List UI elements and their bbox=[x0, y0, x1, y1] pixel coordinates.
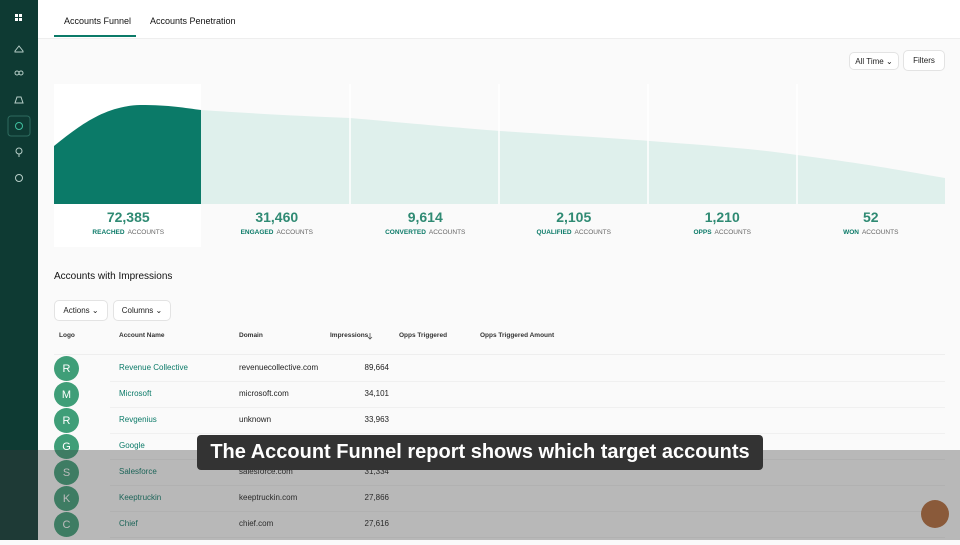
stage-name: OPPS bbox=[693, 229, 712, 236]
tab[interactable]: Accounts Penetration bbox=[150, 16, 236, 26]
time-filter-button[interactable]: All Time ⌄ bbox=[849, 52, 899, 70]
avatar: S bbox=[54, 460, 79, 485]
account-name[interactable]: Revenue Collective bbox=[119, 363, 188, 372]
actions-button[interactable]: Actions ⌄ bbox=[54, 300, 108, 321]
account-name[interactable]: Chief bbox=[119, 519, 138, 528]
sidebar-icons bbox=[7, 14, 31, 182]
active-tab-indicator bbox=[54, 35, 136, 37]
account-name[interactable]: Revgenius bbox=[119, 415, 157, 424]
domain: revenuecollective.com bbox=[239, 363, 319, 372]
impressions: 27,616 bbox=[364, 519, 389, 528]
impressions: 27,866 bbox=[364, 493, 389, 502]
stage-count: 31,460 bbox=[255, 209, 298, 225]
stage-name: QUALIFIED bbox=[536, 229, 571, 236]
stage-label: ENGAGED ACCOUNTS bbox=[241, 229, 314, 236]
column-header[interactable]: Opps Triggered bbox=[399, 332, 448, 339]
stage-count: 52 bbox=[863, 209, 879, 225]
funnel-area bbox=[201, 110, 945, 204]
impressions: 34,101 bbox=[364, 389, 389, 398]
row-divider bbox=[110, 381, 945, 382]
stage-unit: ACCOUNTS bbox=[575, 229, 612, 236]
account-name[interactable]: Microsoft bbox=[119, 389, 152, 398]
stage-count: 2,105 bbox=[556, 209, 591, 225]
row-divider bbox=[110, 433, 945, 434]
caption: The Account Funnel report shows which ta… bbox=[197, 435, 763, 470]
stage-unit: ACCOUNTS bbox=[862, 229, 899, 236]
sidebar bbox=[0, 0, 38, 540]
domain: salesforce.com bbox=[239, 467, 293, 476]
button-label: All Time bbox=[855, 56, 884, 66]
impressions: 31,334 bbox=[364, 467, 389, 476]
columns-button[interactable]: Columns ⌄ bbox=[113, 300, 171, 321]
stage-count: 72,385 bbox=[107, 209, 150, 225]
chat-button[interactable] bbox=[921, 500, 949, 528]
column-header[interactable]: Domain bbox=[239, 332, 263, 339]
section-title: Accounts with Impressions bbox=[54, 271, 173, 282]
domain: microsoft.com bbox=[239, 389, 289, 398]
stage-name: CONVERTED bbox=[385, 229, 426, 236]
funnel-area-selected bbox=[54, 105, 201, 204]
button-label: Actions bbox=[63, 306, 90, 315]
stage-count: 9,614 bbox=[408, 209, 443, 225]
stage-unit: ACCOUNTS bbox=[276, 229, 313, 236]
domain: unknown bbox=[239, 415, 272, 424]
filters-button[interactable]: Filters bbox=[903, 50, 945, 71]
row-divider bbox=[110, 511, 945, 512]
domain: keeptruckin.com bbox=[239, 493, 298, 502]
stage-name: WON bbox=[843, 229, 859, 236]
account-name[interactable]: Salesforce bbox=[119, 467, 157, 476]
stage-unit: ACCOUNTS bbox=[715, 229, 752, 236]
row-divider bbox=[110, 407, 945, 408]
column-header[interactable]: Opps Triggered Amount bbox=[480, 332, 555, 339]
stage-label: REACHED ACCOUNTS bbox=[92, 229, 164, 236]
stage-label: WON ACCOUNTS bbox=[843, 229, 899, 236]
stage-label: CONVERTED ACCOUNTS bbox=[385, 229, 466, 236]
account-name[interactable]: Google bbox=[119, 441, 145, 450]
account-name[interactable]: Keeptruckin bbox=[119, 493, 162, 502]
column-header[interactable]: Logo bbox=[59, 332, 75, 339]
avatar: C bbox=[54, 512, 79, 537]
domain: chief.com bbox=[239, 519, 274, 528]
impressions: 33,963 bbox=[364, 415, 389, 424]
row-divider bbox=[110, 537, 945, 538]
button-label: Filters bbox=[913, 56, 935, 65]
header-divider bbox=[54, 354, 945, 355]
avatar: R bbox=[54, 408, 79, 433]
avatar: G bbox=[54, 434, 79, 459]
stage-unit: ACCOUNTS bbox=[429, 229, 466, 236]
tab[interactable]: Accounts Funnel bbox=[64, 16, 132, 26]
stage-unit: ACCOUNTS bbox=[128, 229, 165, 236]
column-header[interactable]: Impressions bbox=[330, 332, 369, 339]
stage-label: QUALIFIED ACCOUNTS bbox=[536, 229, 611, 236]
stage-label: OPPS ACCOUNTS bbox=[693, 229, 751, 236]
button-label: Columns bbox=[121, 306, 154, 315]
tab-bar bbox=[38, 0, 960, 39]
avatar: M bbox=[54, 382, 79, 407]
sort-icon bbox=[367, 333, 373, 340]
column-header[interactable]: Account Name bbox=[119, 332, 165, 339]
row-divider bbox=[110, 485, 945, 486]
avatar: K bbox=[54, 486, 79, 511]
stage-name: ENGAGED bbox=[241, 229, 274, 236]
avatar: R bbox=[54, 356, 79, 381]
stage-count: 1,210 bbox=[705, 209, 740, 225]
stage-name: REACHED bbox=[92, 229, 124, 236]
impressions: 89,664 bbox=[364, 363, 389, 372]
